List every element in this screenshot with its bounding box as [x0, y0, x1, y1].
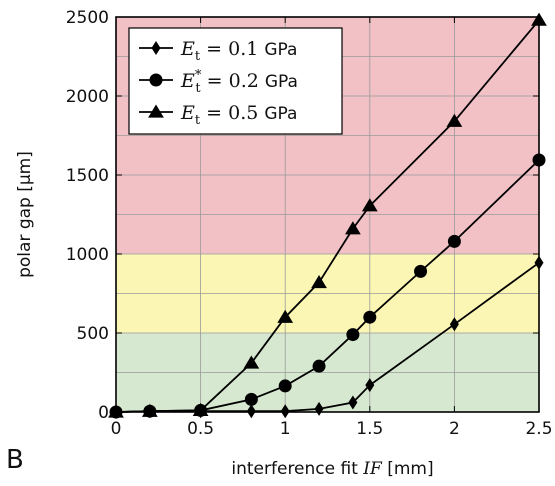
- marker-triangle: [243, 355, 260, 369]
- x-axis-label-symbol: IF: [362, 459, 383, 479]
- legend-unit: GPa: [265, 72, 298, 92]
- x-axis-label: interference fit IF [mm]: [231, 459, 433, 479]
- panel-label: B: [6, 445, 24, 475]
- legend-sub: t: [195, 49, 201, 64]
- plot-frame: [115, 16, 540, 413]
- marker-triangle: [345, 221, 361, 235]
- marker-triangle: [311, 274, 327, 289]
- x-tick-label: 2.5: [525, 419, 552, 439]
- y-tick-label: 0: [98, 403, 109, 423]
- marker-triangle: [141, 403, 158, 417]
- marker-circle: [447, 234, 461, 248]
- marker-triangle: [361, 198, 378, 212]
- marker-circle: [244, 392, 258, 406]
- legend-entry: Et = 0.5 GPa: [180, 102, 297, 128]
- x-tick-label: 0: [111, 419, 122, 439]
- legend-unit: GPa: [264, 104, 297, 124]
- legend-symbol: E: [180, 70, 195, 92]
- y-tick-label: 2000: [66, 87, 109, 107]
- x-axis-label-suffix: [mm]: [382, 459, 434, 479]
- x-tick-label: 2: [449, 419, 460, 439]
- legend-sub: t: [195, 113, 201, 128]
- axis-ticks: 0 0.5 1 1.5 2 2.5 0 500 1000 1500 2000 2500: [66, 8, 553, 439]
- marker-circle: [312, 359, 326, 373]
- y-tick-label: 500: [77, 324, 109, 344]
- marker-triangle: [446, 113, 463, 127]
- legend-symbol: E: [180, 102, 195, 124]
- marker-circle: [149, 73, 163, 87]
- marker-diamond: [348, 395, 358, 410]
- x-tick-label: 1: [280, 419, 291, 439]
- y-axis-label: polar gap [µm]: [15, 151, 35, 278]
- legend-symbol: E: [180, 38, 195, 60]
- marker-triangle: [277, 309, 294, 323]
- marker-circle: [414, 264, 428, 278]
- marker-circle: [346, 328, 360, 342]
- legend-entry: E* t = 0.2 GPa: [180, 68, 298, 96]
- legend-unit: GPa: [264, 40, 297, 60]
- legend-sub: t: [195, 81, 201, 96]
- marker-circle: [363, 310, 377, 324]
- marker-diamond: [449, 317, 459, 332]
- legend-value: = 0.5: [200, 102, 264, 124]
- x-tick-label: 0.5: [187, 419, 214, 439]
- x-axis-label-prefix: interference fit: [231, 459, 363, 479]
- x-tick-label: 1.5: [356, 419, 383, 439]
- legend-box: [128, 27, 343, 135]
- y-tick-label: 1000: [66, 245, 109, 265]
- marker-diamond: [365, 378, 375, 393]
- legend-entry: Et = 0.1 GPa: [180, 38, 297, 64]
- legend-value: = 0.1: [200, 38, 264, 60]
- marker-triangle: [148, 104, 164, 118]
- y-tick-label: 2500: [66, 8, 109, 28]
- series-line-2: [115, 19, 540, 413]
- legend-sup: *: [195, 68, 202, 83]
- marker-circle: [278, 379, 292, 393]
- marker-diamond: [151, 41, 161, 55]
- legend-value: = 0.2: [201, 70, 265, 92]
- y-tick-label: 1500: [66, 166, 109, 186]
